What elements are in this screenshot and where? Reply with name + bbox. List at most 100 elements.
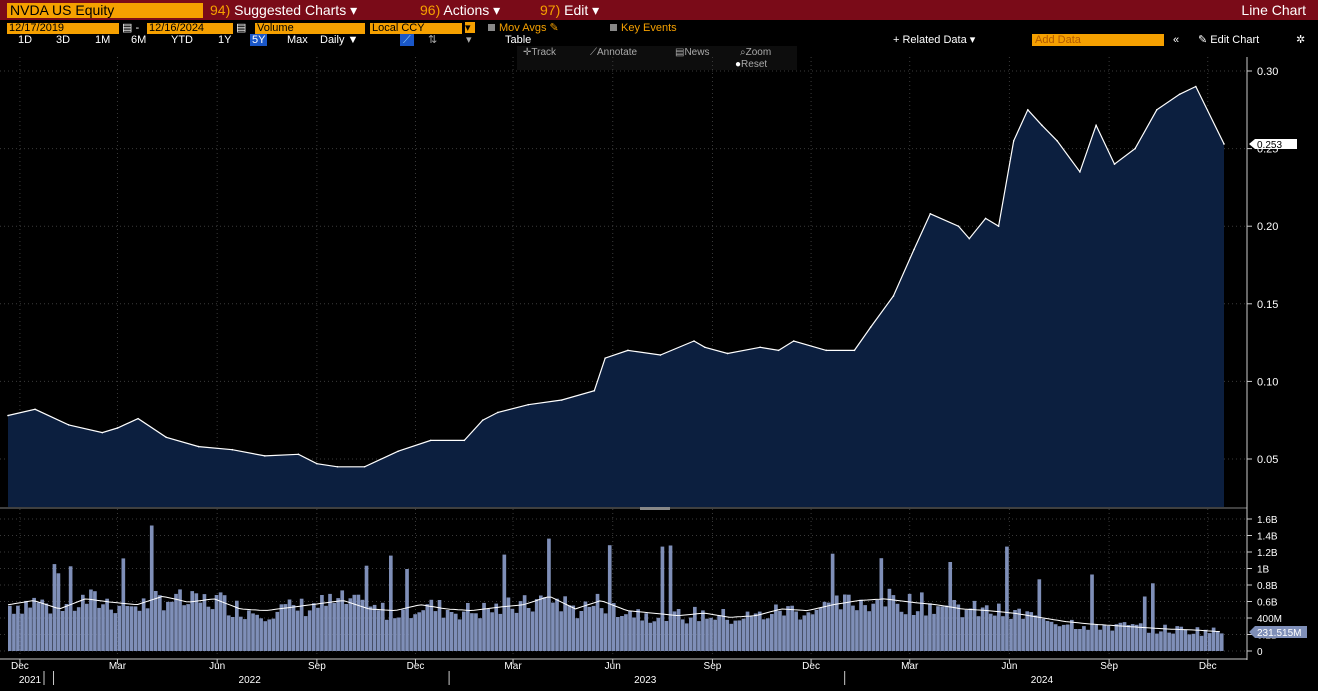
price-point [429, 439, 432, 442]
price-tick-label: 0.30 [1257, 66, 1278, 78]
price-point [913, 248, 915, 251]
volume-bar [761, 619, 766, 651]
volume-bar [583, 601, 588, 651]
price-point [693, 340, 695, 342]
currency-select[interactable]: Local CCY [370, 23, 462, 34]
volume-bar [555, 598, 559, 651]
price-point [297, 453, 300, 456]
period-max[interactable]: Max [287, 34, 308, 46]
period-1m[interactable]: 1M [95, 34, 111, 46]
volume-bar [1142, 596, 1147, 651]
volume-bar [425, 604, 430, 651]
period-ytd[interactable]: YTD [171, 34, 193, 46]
x-tick-label: Jun [209, 661, 225, 672]
volume-bar [1211, 627, 1216, 651]
related-data-menu[interactable]: + Related Data ▾ [893, 34, 976, 46]
reset-button[interactable]: ● Reset [735, 59, 768, 70]
volume-bar [847, 594, 851, 651]
edit-menu[interactable]: 97) Edit ▾ [540, 2, 600, 18]
annotate-tool[interactable]: ⟋ Annotate [590, 47, 638, 58]
volume-bar [697, 621, 701, 651]
volume-bar [247, 610, 251, 651]
field-select[interactable]: Volume [255, 23, 365, 34]
volume-bar [932, 613, 936, 651]
volume-bar [713, 619, 717, 651]
volume-bar [757, 611, 762, 651]
frequency-select[interactable]: Daily ▼ [320, 34, 359, 46]
volume-bar [316, 607, 320, 651]
end-date-field[interactable]: 12/16/2024 [147, 23, 233, 34]
bar-chart-icon[interactable]: ⇅ [428, 34, 438, 46]
edit-chart-button[interactable]: ✎ Edit Chart [1198, 34, 1260, 46]
table-button[interactable]: Table [505, 34, 532, 46]
news-tool[interactable]: ▤ News [675, 47, 710, 58]
volume-bar [599, 608, 604, 651]
volume-bar [611, 603, 616, 651]
price-point [527, 403, 530, 406]
volume-bar [648, 622, 653, 651]
volume-bar [303, 616, 308, 651]
volume-bar [607, 545, 612, 651]
add-data-input[interactable]: Add Data [1032, 34, 1164, 46]
calendar-icon[interactable]: ▤ - [122, 22, 140, 34]
period-bar: 1D 3D 1M 6M YTD 1Y 5Y Max Daily ▼ ⟋ ⇅ ▾ … [0, 34, 1318, 46]
period-5y[interactable]: 5Y [250, 34, 268, 46]
volume-bar [668, 545, 673, 651]
zoom-tool[interactable]: ⌕ Zoom [740, 47, 772, 58]
volume-bar [222, 595, 227, 651]
volume-tick-label: 1.2B [1257, 548, 1278, 559]
chevron-down-icon[interactable]: ▾ [466, 34, 472, 46]
line-chart-icon[interactable]: ⟋ [400, 34, 414, 46]
volume-bar [741, 618, 746, 651]
ticker-field[interactable]: NVDA US Equity [7, 3, 203, 18]
gear-icon[interactable]: ✲ [1296, 34, 1306, 46]
period-1d[interactable]: 1D [18, 34, 33, 46]
price-point [1134, 147, 1136, 150]
volume-bar [226, 615, 231, 651]
volume-bar [251, 613, 255, 651]
volume-bar [709, 617, 713, 651]
volume-bar [733, 620, 738, 651]
actions-menu[interactable]: 96) Actions ▾ [420, 2, 501, 18]
volume-bar [12, 613, 16, 651]
volume-bar [766, 618, 770, 651]
price-point [1195, 85, 1197, 88]
volume-bar [782, 615, 786, 651]
volume-bar [1041, 618, 1046, 651]
mov-avgs-toggle[interactable]: Mov Avgs ✎ [488, 22, 559, 34]
price-point [497, 411, 499, 414]
period-3d[interactable]: 3D [56, 34, 71, 46]
chevron-down-icon[interactable]: ▾ [465, 22, 475, 34]
track-tool[interactable]: ✛ Track [523, 47, 557, 58]
volume-bar [1078, 629, 1082, 651]
volume-bar [664, 621, 669, 651]
price-point [1178, 93, 1181, 96]
volume-bar [1159, 631, 1163, 651]
volume-bar [307, 610, 312, 651]
volume-bar [875, 599, 880, 651]
volume-bar [482, 602, 486, 651]
start-date-field[interactable]: 12/17/2019 [7, 23, 119, 34]
volume-bar [1017, 608, 1021, 651]
volume-bar [1086, 629, 1090, 651]
price-point [984, 217, 987, 220]
period-1y[interactable]: 1Y [218, 34, 232, 46]
volume-bar [924, 615, 928, 651]
volume-bar [8, 605, 12, 651]
volume-bar [230, 617, 235, 651]
key-events-toggle[interactable]: Key Events [610, 22, 677, 34]
volume-bar [372, 604, 377, 651]
price-point [892, 295, 895, 297]
volume-bar [518, 601, 523, 651]
volume-bar [271, 618, 276, 651]
volume-bar [352, 594, 357, 651]
suggested-charts-menu[interactable]: 94) Suggested Charts ▾ [210, 2, 358, 18]
volume-bar [1203, 629, 1208, 651]
volume-bar [1045, 620, 1050, 651]
period-6m[interactable]: 6M [131, 34, 147, 46]
volume-bar [786, 606, 790, 651]
volume-bar [68, 566, 73, 651]
collapse-icon[interactable]: « [1173, 34, 1180, 46]
calendar-icon[interactable]: ▤ [236, 22, 247, 34]
